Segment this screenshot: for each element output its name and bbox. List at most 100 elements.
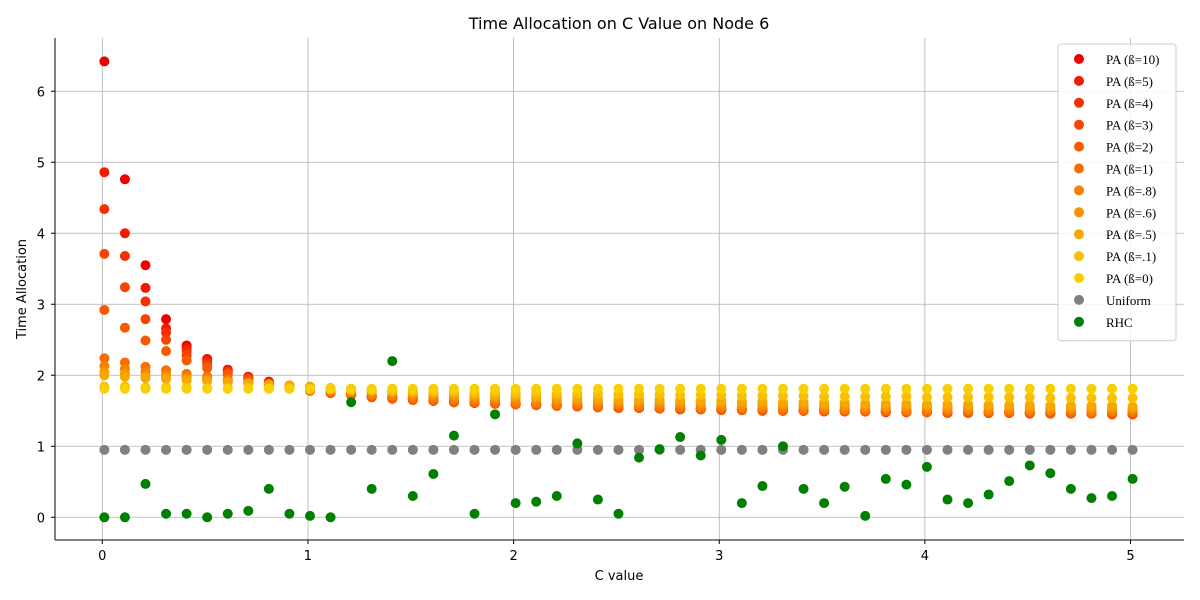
data-point (161, 327, 172, 338)
data-point (1045, 400, 1056, 411)
data-point (243, 505, 254, 516)
data-point (1127, 383, 1138, 394)
data-point (1024, 383, 1035, 394)
data-point (1107, 392, 1118, 403)
data-point (757, 390, 768, 401)
data-point (1107, 383, 1118, 394)
legend-marker (1074, 207, 1084, 218)
data-point (407, 383, 418, 394)
legend-label: PA (ß=.5) (1106, 227, 1156, 242)
grid-lines (55, 38, 1184, 540)
data-point (675, 432, 686, 443)
data-point (634, 452, 645, 463)
data-point (963, 392, 974, 403)
data-point (366, 483, 377, 494)
data-point (366, 383, 377, 394)
data-points (99, 56, 1138, 523)
data-point (263, 383, 274, 394)
data-point (798, 383, 809, 394)
data-point (510, 498, 521, 509)
data-point (140, 478, 151, 489)
data-point (1127, 401, 1138, 412)
data-point (99, 370, 110, 381)
data-point (777, 441, 788, 452)
data-point (161, 444, 172, 455)
data-point (140, 383, 151, 394)
data-point (921, 461, 932, 472)
data-point (963, 444, 974, 455)
data-point (428, 444, 439, 455)
data-point (140, 373, 151, 384)
data-point (1107, 490, 1118, 501)
data-point (860, 383, 871, 394)
data-point (161, 346, 172, 357)
data-point (654, 444, 665, 455)
data-point (880, 398, 891, 409)
data-point (1065, 392, 1076, 403)
series-group (99, 56, 1138, 419)
data-point (777, 383, 788, 394)
data-point (119, 282, 130, 293)
y-tick-label: 0 (37, 511, 45, 526)
data-point (243, 383, 254, 394)
data-point (798, 390, 809, 401)
data-point (1086, 383, 1097, 394)
x-tick-label: 3 (715, 549, 723, 564)
data-point (1024, 392, 1035, 403)
legend-marker (1074, 229, 1084, 240)
data-point (407, 490, 418, 501)
legend-label: PA (ß=.8) (1106, 183, 1156, 198)
series-group (99, 167, 1138, 420)
data-point (325, 444, 336, 455)
data-point (99, 353, 110, 364)
data-point (572, 438, 583, 449)
data-point (325, 512, 336, 523)
data-point (736, 390, 747, 401)
data-point (983, 392, 994, 403)
data-point (448, 444, 459, 455)
data-point (716, 383, 727, 394)
data-point (346, 383, 357, 394)
legend-label: PA (ß=2) (1106, 140, 1153, 155)
data-point (983, 444, 994, 455)
data-point (798, 483, 809, 494)
data-point (284, 508, 295, 519)
data-point (531, 444, 542, 455)
data-point (1127, 392, 1138, 403)
data-point (757, 481, 768, 492)
data-point (736, 444, 747, 455)
data-point (1086, 493, 1097, 504)
data-point (880, 473, 891, 484)
data-point (119, 322, 130, 333)
data-point (263, 444, 274, 455)
x-tick-label: 2 (509, 549, 517, 564)
data-point (222, 508, 233, 519)
data-point (901, 391, 912, 402)
legend-label: PA (ß=3) (1106, 118, 1153, 133)
data-point (777, 390, 788, 401)
data-point (1086, 392, 1097, 403)
data-point (839, 444, 850, 455)
data-point (695, 450, 706, 461)
data-point (613, 444, 624, 455)
data-point (119, 444, 130, 455)
data-point (551, 444, 562, 455)
data-point (387, 444, 398, 455)
x-tick-label: 1 (304, 549, 312, 564)
y-tick-label: 5 (37, 156, 45, 171)
data-point (819, 383, 830, 394)
data-point (531, 383, 542, 394)
data-point (901, 398, 912, 409)
x-tick-label: 5 (1126, 549, 1134, 564)
data-point (963, 383, 974, 394)
data-point (99, 304, 110, 315)
legend-marker (1074, 97, 1084, 108)
data-point (181, 508, 192, 519)
data-point (860, 391, 871, 402)
legend-marker (1074, 141, 1084, 152)
data-point (305, 444, 316, 455)
data-point (161, 383, 172, 394)
legend-label: PA (ß=0) (1106, 271, 1153, 286)
data-point (181, 355, 192, 366)
